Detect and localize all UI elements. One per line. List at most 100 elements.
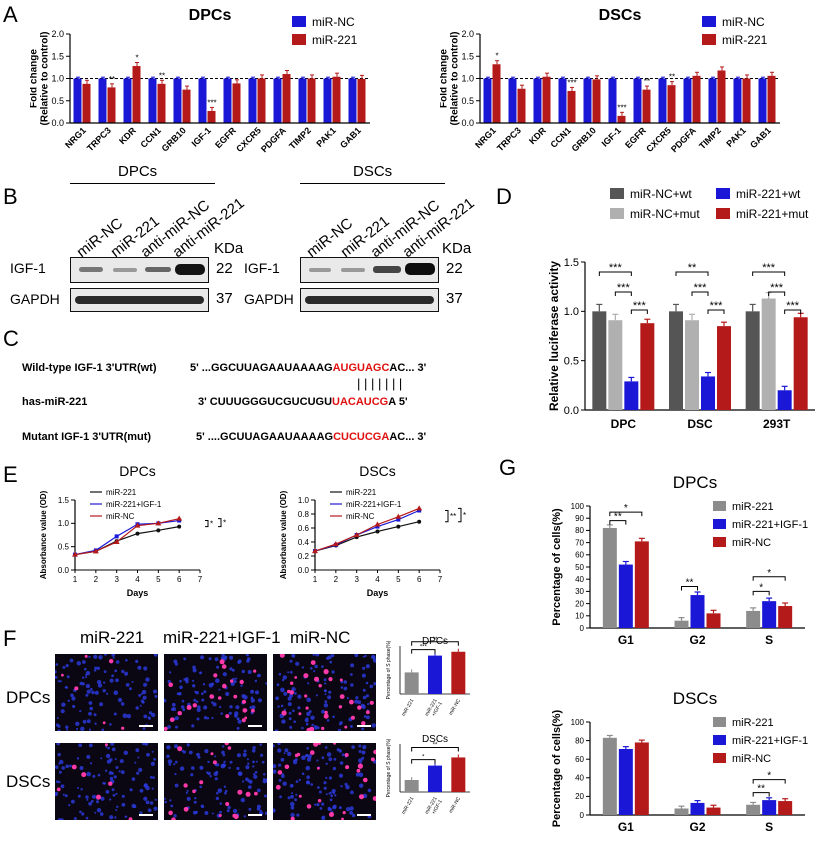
nucleus-dot [66, 729, 69, 731]
data-point [332, 541, 339, 547]
nucleus-dot [192, 679, 195, 682]
nucleus-dot [372, 655, 376, 659]
edu-positive-dot [221, 664, 227, 669]
x-tick-label: GRB10 [160, 125, 188, 153]
nucleus-dot [245, 765, 250, 770]
nucleus-dot [355, 772, 360, 777]
edu-positive-dot [275, 784, 281, 790]
bar [706, 613, 721, 628]
edu-positive-dot [104, 743, 108, 747]
nucleus-dot [101, 728, 105, 731]
nucleus-dot [142, 727, 146, 730]
nucleus-dot [57, 752, 61, 757]
nucleus-dot [337, 728, 342, 731]
nucleus-dot [143, 666, 148, 671]
nucleus-dot [182, 708, 186, 712]
micrograph-dots [164, 743, 267, 820]
nucleus-dot [144, 783, 148, 787]
nucleus-dot [223, 760, 226, 763]
nucleus-dot [287, 796, 291, 800]
edu-positive-dot [225, 714, 230, 719]
edu-positive-dot [121, 726, 125, 730]
bar [232, 83, 241, 123]
nucleus-dot [367, 702, 370, 706]
nucleus-dot [170, 804, 174, 808]
x-tick-label: GRB10 [570, 125, 598, 153]
significance-label: *** [770, 282, 784, 294]
nucleus-dot [223, 785, 227, 788]
bar [567, 90, 576, 123]
nucleus-dot [164, 797, 167, 800]
x-tick-label: PAK1 [724, 125, 748, 149]
nucleus-dot [289, 783, 294, 788]
y-tick-label: 40 [575, 575, 584, 584]
significance-bracket [752, 271, 786, 276]
nucleus-dot [278, 763, 282, 767]
data-point [396, 524, 401, 529]
nucleus-dot [362, 695, 367, 700]
y-tick-label: 1.0 [298, 496, 310, 505]
data-point [375, 529, 380, 534]
nucleus-dot [85, 683, 91, 689]
edu-positive-dot [349, 699, 354, 705]
significance-label: ** [686, 578, 694, 589]
bar [483, 78, 492, 123]
edu-positive-dot [305, 706, 309, 710]
nucleus-dot [131, 777, 136, 781]
nucleus-dot [109, 776, 114, 781]
nucleus-dot [151, 787, 154, 790]
nucleus-dot [289, 659, 293, 663]
nucleus-dot [148, 711, 153, 715]
x-tick-label: miR-221 [401, 698, 416, 718]
nucleus-dot [296, 813, 300, 817]
nucleus-dot [241, 669, 245, 674]
y-tick-label: 0 [580, 811, 585, 820]
nucleus-dot [314, 803, 317, 806]
significance-bracket [752, 779, 786, 784]
nucleus-dot [181, 749, 184, 753]
nucleus-dot [135, 659, 139, 663]
nucleus-dot [106, 692, 109, 695]
bar [257, 78, 266, 123]
nucleus-dot [332, 766, 337, 771]
nucleus-dot [94, 722, 97, 725]
nucleus-dot [55, 723, 60, 727]
nucleus-dot [92, 794, 96, 799]
nucleus-dot [174, 783, 179, 788]
bar [107, 87, 116, 123]
nucleus-dot [121, 794, 125, 798]
nucleus-dot [262, 779, 267, 784]
significance-bracket [707, 309, 725, 314]
micro-row-label: DSCs [6, 772, 51, 791]
bar [148, 78, 157, 123]
nucleus-dot [363, 715, 367, 718]
legend-swatch [292, 16, 306, 27]
nucleus-dot [85, 671, 91, 676]
edu-positive-dot [254, 791, 258, 796]
significance-bracket [752, 576, 786, 581]
nucleus-dot [110, 743, 115, 746]
bar [132, 66, 141, 123]
nucleus-dot [64, 794, 68, 798]
nucleus-dot [307, 682, 310, 685]
nucleus-dot [295, 780, 299, 783]
nucleus-dot [175, 725, 178, 729]
y-tick-label: 1.5 [51, 51, 64, 61]
blot-group-dpcs: DPCs [118, 163, 158, 180]
kda-value: 37 [216, 290, 233, 307]
nucleus-dot [338, 806, 342, 810]
nucleus-dot [228, 711, 232, 715]
micro-col-label: miR-221 [80, 628, 145, 647]
nucleus-dot [55, 791, 59, 796]
mir-label: has-miR-221 [22, 396, 88, 408]
x-tick-label: 1 [73, 575, 78, 584]
x-tick-label: 293T [763, 417, 791, 431]
nucleus-dot [79, 810, 82, 814]
chart-e-dpcs: DPCs 0.0 0.5 1.0 1.5 Absorbance value (OD) 1 2 3… [39, 463, 226, 598]
bar [533, 78, 542, 123]
legend-swatch [713, 753, 726, 763]
bar [708, 78, 717, 123]
significance-label: ** [614, 512, 622, 523]
nucleus-dot [354, 699, 359, 704]
edu-positive-dot [251, 708, 255, 713]
